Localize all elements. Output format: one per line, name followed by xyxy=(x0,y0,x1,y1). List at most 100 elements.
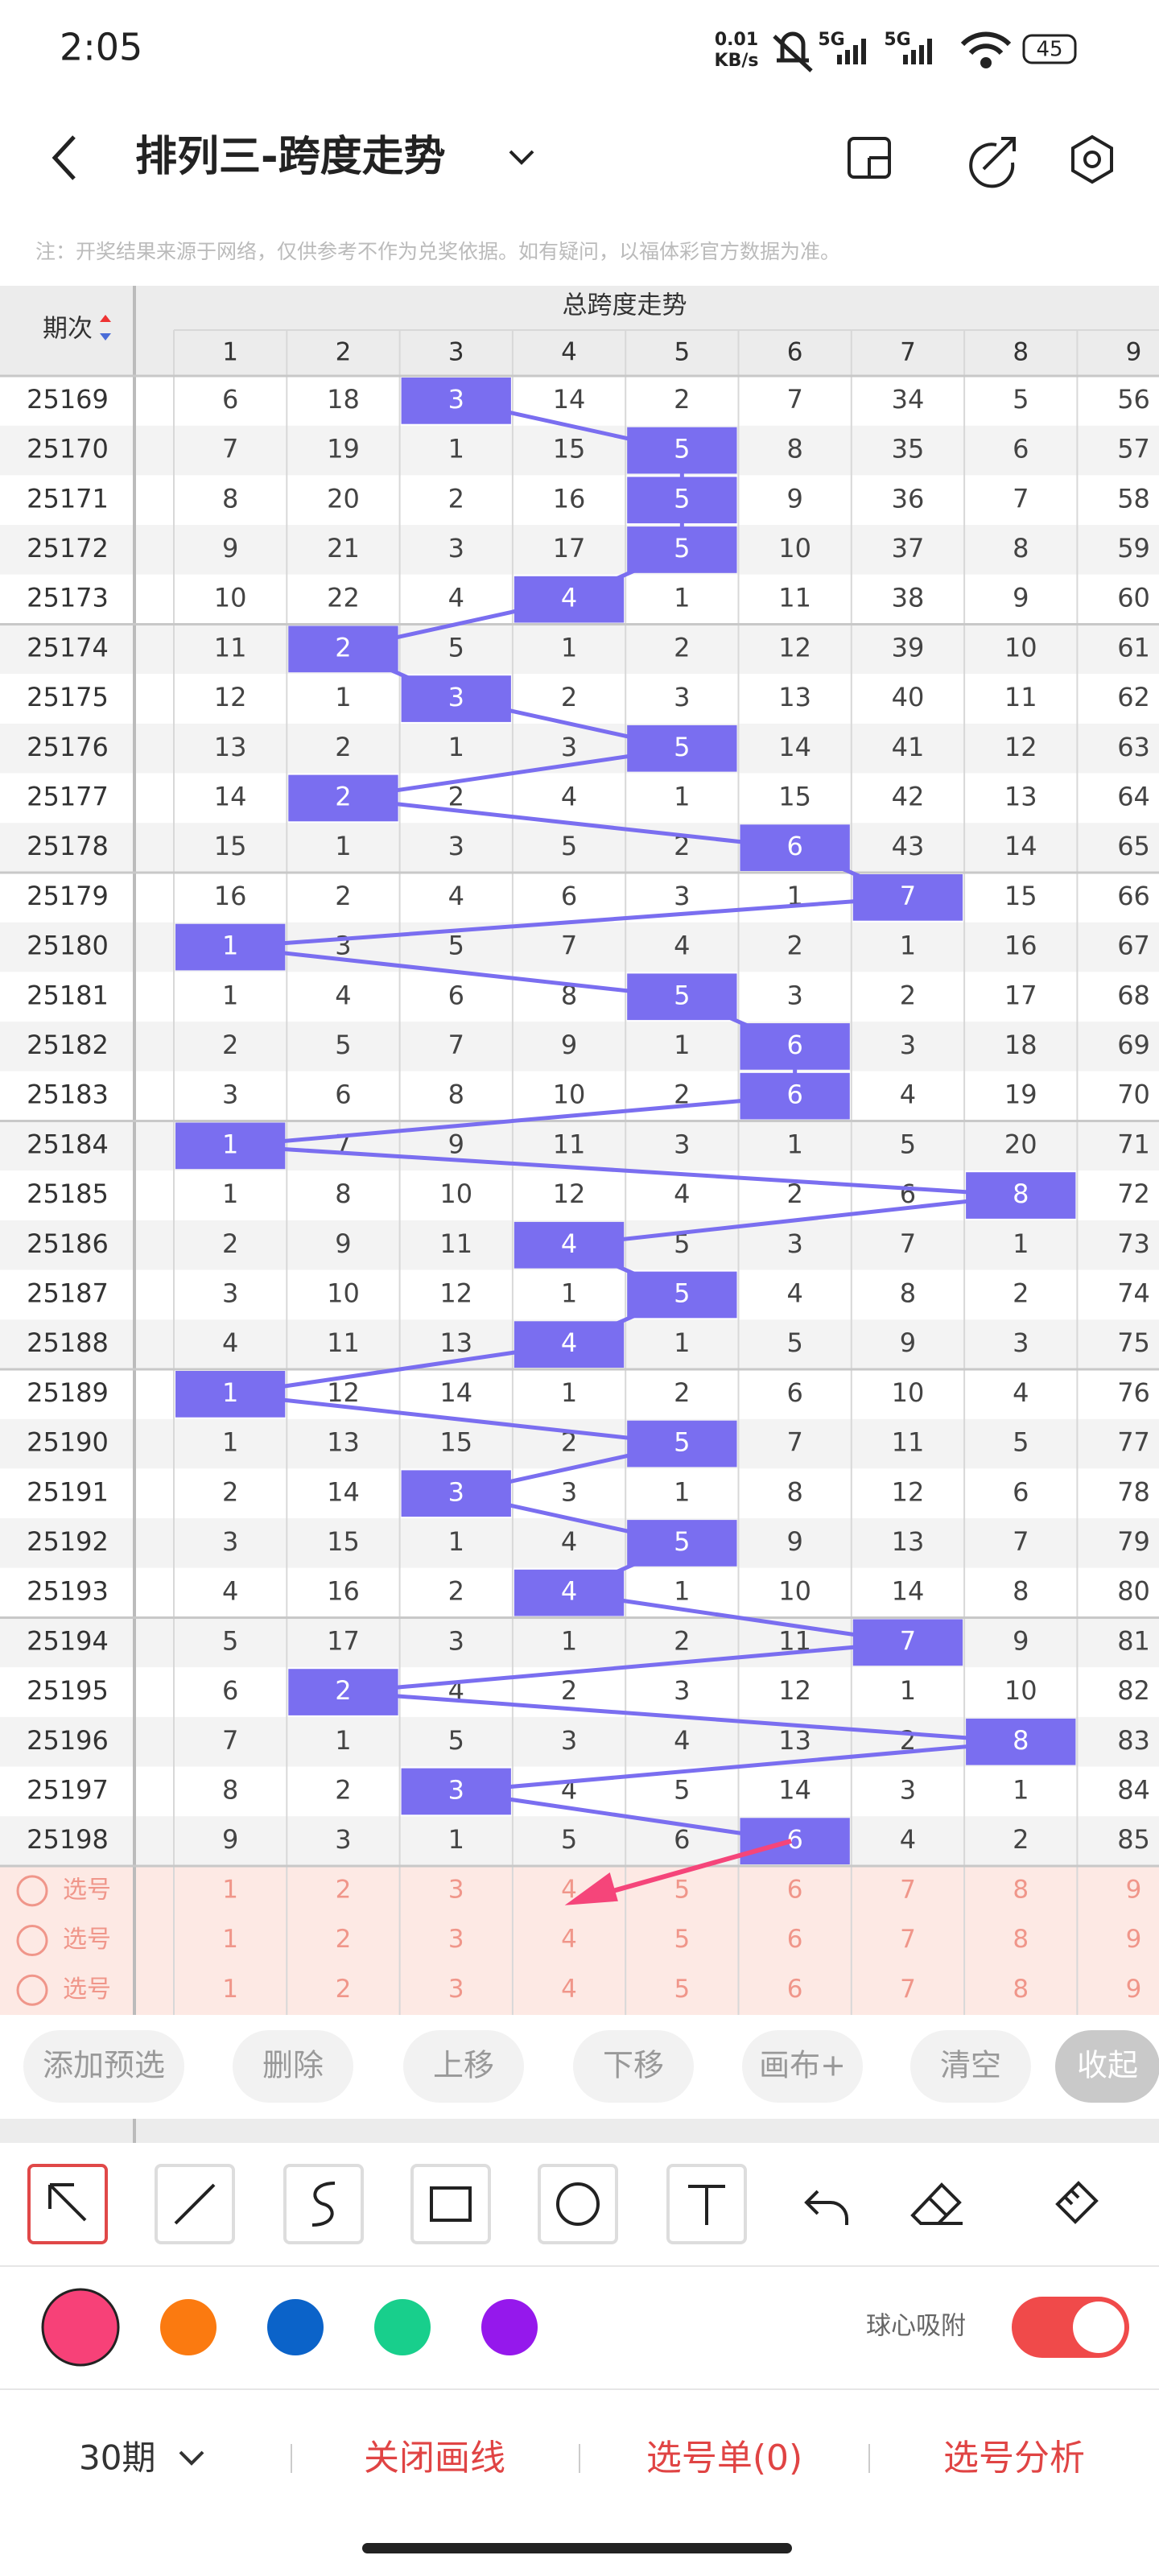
action-button[interactable] xyxy=(23,2030,184,2103)
tool-circle[interactable] xyxy=(538,2164,618,2244)
action-label[interactable]: 下移 xyxy=(603,2048,664,2083)
hit-cell xyxy=(966,1172,1076,1219)
title-dropdown[interactable] xyxy=(509,150,534,165)
pick-number[interactable]: 8 xyxy=(1013,1975,1029,2004)
pick-number[interactable]: 7 xyxy=(900,1875,916,1904)
tool-undo[interactable] xyxy=(804,2190,848,2225)
pick-number[interactable]: 2 xyxy=(336,1925,352,1954)
period-select[interactable]: 30期 xyxy=(79,2438,155,2478)
action-button[interactable] xyxy=(742,2030,863,2103)
pick-number[interactable]: 7 xyxy=(900,1925,916,1954)
action-button[interactable] xyxy=(403,2030,524,2103)
color-swatch[interactable] xyxy=(374,2299,431,2355)
snap-toggle[interactable] xyxy=(1012,2297,1129,2358)
color-swatch[interactable] xyxy=(41,2288,120,2367)
pick-number[interactable]: 6 xyxy=(787,1975,803,2004)
pick-radio[interactable] xyxy=(16,1974,48,2006)
trend-line xyxy=(568,1193,1021,1248)
pick-number[interactable]: 1 xyxy=(222,1875,238,1904)
pick-number[interactable]: 9 xyxy=(1126,1875,1142,1904)
cell: 8 xyxy=(448,1080,464,1110)
action-button[interactable] xyxy=(233,2030,353,2103)
pick-label[interactable]: 选号 xyxy=(63,1926,111,1954)
pick-number[interactable]: 2 xyxy=(336,1875,352,1904)
share-button[interactable] xyxy=(969,137,1016,188)
pick-label[interactable]: 选号 xyxy=(63,1975,111,2004)
close-draw[interactable]: 关闭画线 xyxy=(364,2438,505,2479)
cell: 72 xyxy=(1117,1179,1150,1209)
pick-radio[interactable] xyxy=(16,1875,48,1907)
cell: 7 xyxy=(222,434,238,464)
pick-label[interactable]: 选号 xyxy=(63,1876,111,1904)
pick-radio[interactable] xyxy=(16,1925,48,1957)
pick-number[interactable]: 3 xyxy=(448,1975,464,2004)
action-label[interactable]: 上移 xyxy=(433,2048,494,2083)
action-label[interactable]: 清空 xyxy=(940,2048,1001,2083)
pick-number[interactable]: 9 xyxy=(1126,1925,1142,1954)
pick-number[interactable]: 9 xyxy=(1126,1975,1142,2004)
pick-number[interactable]: 5 xyxy=(674,1875,690,1904)
color-swatch[interactable] xyxy=(267,2299,324,2355)
row-bg xyxy=(0,624,1159,675)
color-swatch[interactable] xyxy=(481,2299,538,2355)
tool-select[interactable] xyxy=(27,2164,108,2244)
toggle-knob[interactable] xyxy=(1073,2301,1124,2353)
tool-rect[interactable] xyxy=(410,2164,491,2244)
settings-button[interactable] xyxy=(1071,134,1113,184)
sort-up xyxy=(100,315,111,322)
cell: 1 xyxy=(561,1278,577,1308)
pick-number[interactable]: 5 xyxy=(674,1975,690,2004)
tool-clear[interactable] xyxy=(1055,2181,1099,2224)
pick-number[interactable]: 1 xyxy=(222,1975,238,2004)
cell: 8 xyxy=(335,1179,351,1209)
pick-number[interactable]: 1 xyxy=(222,1925,238,1954)
action-label[interactable]: 添加预选 xyxy=(43,2048,165,2083)
action-label[interactable]: 收起 xyxy=(1077,2048,1138,2083)
period-header[interactable]: 期次 xyxy=(43,315,93,344)
column-header: 3 xyxy=(448,338,464,367)
action-label[interactable]: 删除 xyxy=(262,2048,324,2083)
tool-eraser[interactable] xyxy=(910,2182,963,2225)
layout-button[interactable] xyxy=(848,137,891,179)
back-button[interactable] xyxy=(52,135,76,180)
cell: 6 xyxy=(222,1675,238,1706)
pick-number[interactable]: 8 xyxy=(1013,1875,1029,1904)
pick-number[interactable]: 3 xyxy=(448,1875,464,1904)
pick-number[interactable]: 2 xyxy=(336,1975,352,2004)
pick-number[interactable]: 4 xyxy=(561,1975,577,2004)
cell: 9 xyxy=(786,483,802,514)
cell: 13 xyxy=(1004,781,1037,811)
pick-number[interactable]: 7 xyxy=(900,1975,916,2004)
pick-number[interactable]: 6 xyxy=(787,1875,803,1904)
period: 25176 xyxy=(27,732,109,762)
hit-value: 5 xyxy=(674,483,690,514)
tool-curve[interactable] xyxy=(283,2164,364,2244)
pick-number[interactable]: 6 xyxy=(787,1925,803,1954)
action-button[interactable] xyxy=(910,2030,1031,2103)
cell: 40 xyxy=(892,682,925,712)
period-dropdown[interactable] xyxy=(179,2450,204,2466)
pick-number[interactable]: 5 xyxy=(674,1925,690,1954)
tool-text[interactable] xyxy=(666,2164,747,2244)
action-button[interactable] xyxy=(573,2030,694,2103)
action-button[interactable] xyxy=(1055,2030,1159,2103)
action-label[interactable]: 画布+ xyxy=(759,2048,846,2083)
pick-number[interactable]: 3 xyxy=(448,1925,464,1954)
cell: 56 xyxy=(1117,384,1150,415)
cell: 2 xyxy=(786,1179,802,1209)
pick-number[interactable]: 4 xyxy=(561,1875,577,1904)
pick-number[interactable]: 8 xyxy=(1013,1925,1029,1954)
page-title[interactable]: 排列三-跨度走势 xyxy=(135,133,446,181)
color-swatch[interactable] xyxy=(160,2299,217,2355)
pick-list[interactable]: 选号单(0) xyxy=(646,2438,802,2479)
tool-line[interactable] xyxy=(155,2164,235,2244)
hit-value: 3 xyxy=(448,1774,464,1805)
pick-analysis[interactable]: 选号分析 xyxy=(943,2438,1085,2479)
cell: 8 xyxy=(561,980,577,1010)
column-header: 8 xyxy=(1013,338,1029,367)
period: 25184 xyxy=(27,1129,109,1159)
period: 25198 xyxy=(27,1824,109,1855)
pick-number[interactable]: 4 xyxy=(561,1925,577,1954)
cell: 5 xyxy=(1013,1427,1029,1458)
